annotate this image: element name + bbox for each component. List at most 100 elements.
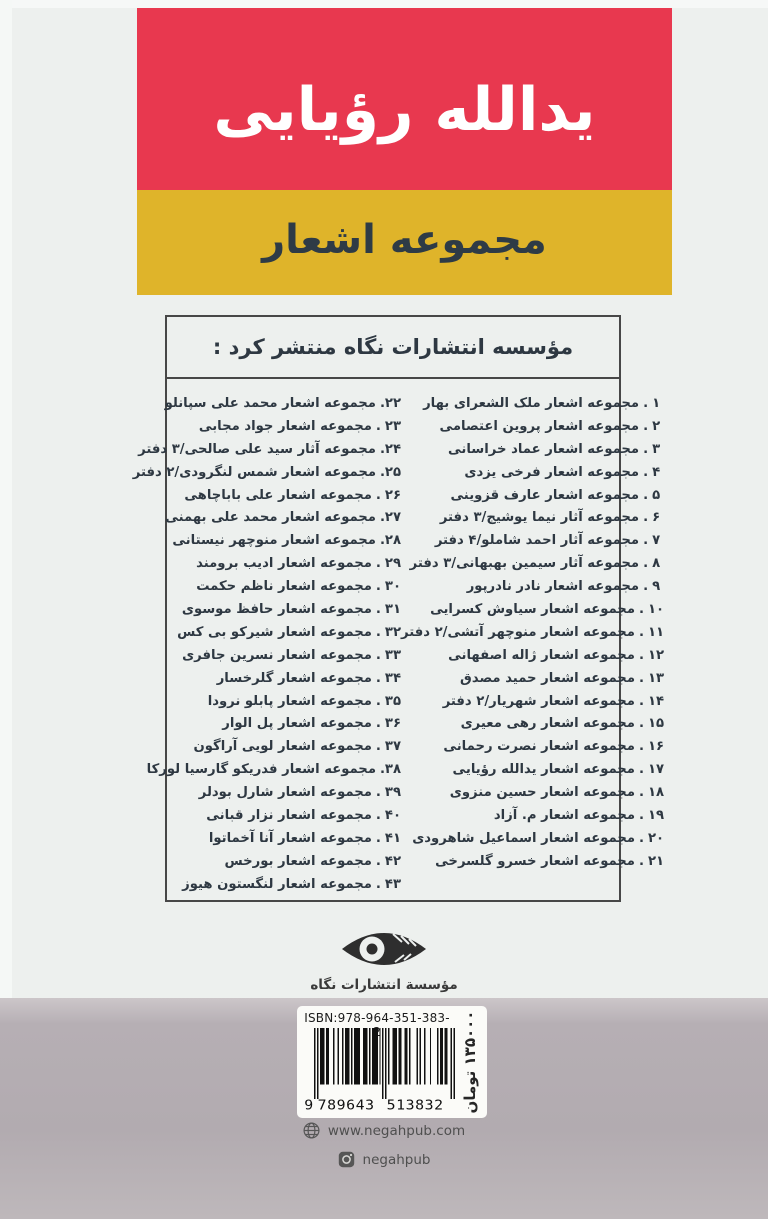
list-item: ۴۰ . مجموعه اشعار نزار قبانی <box>175 804 401 827</box>
list-item: ۱۶ . مجموعه اشعار نصرت رحمانی <box>401 735 664 758</box>
list-item: ۴۱ . مجموعه اشعار آنا آخماتوا <box>175 827 401 850</box>
website-url[interactable]: www.negahpub.com <box>327 1122 466 1139</box>
scan-edge-top <box>0 0 768 8</box>
list-item-title: مجموعه اشعار سیاوش کسرایی <box>430 601 635 617</box>
list-item-number: ۳۰ <box>384 579 401 595</box>
list-item-number: ۸ <box>652 556 661 572</box>
list-item-separator: . <box>643 556 649 572</box>
list-item: ۲۲ . مجموعه اشعار محمد علی سپانلو <box>165 392 401 415</box>
list-item-number: ۱۵ <box>648 716 665 732</box>
list-item: ۳۰ . مجموعه اشعار ناظم حکمت <box>175 575 401 598</box>
website-row[interactable]: www.negahpub.com <box>0 1122 768 1139</box>
list-item: ۴۲ . مجموعه اشعار بورخس <box>175 850 401 873</box>
globe-icon <box>303 1122 320 1139</box>
list-item-separator: . <box>375 670 381 686</box>
list-item-number: ۳۴ <box>384 670 401 686</box>
list-item-title: مجموعه اشعار لویی آراگون <box>193 739 372 755</box>
list-item-separator: . <box>375 807 381 823</box>
list-item: ۳۷ . مجموعه اشعار لویی آراگون <box>175 735 402 758</box>
list-item-separator: . <box>643 418 649 434</box>
author-name: یدالله رؤیایی <box>213 75 596 145</box>
svg-text:513832: 513832 <box>387 1098 443 1112</box>
list-item-separator: . <box>375 693 381 709</box>
list-item-separator: . <box>379 533 385 549</box>
list-item: ۲۴ . مجموعه آثار سید علی صالحی/۳ دفتر <box>138 438 401 461</box>
list-item-number: ۳۱ <box>384 601 401 617</box>
list-item-title: مجموعه اشعار پل الوار <box>222 716 372 732</box>
list-item-number: ۴۰ <box>384 807 401 823</box>
list-item-number: ۱۹ <box>648 807 665 823</box>
list-item-number: ۳۳ <box>384 647 401 663</box>
list-item: ۴ . مجموعه اشعار فرخی یزدی <box>401 461 664 484</box>
list-item-title: مجموعه آثار سیمین بهبهانی/۳ دفتر <box>409 556 640 572</box>
book-list-column-left: ۲۲ . مجموعه اشعار محمد علی سپانلو ۲۳ . م… <box>133 392 402 896</box>
list-item-number: ۳۸ <box>384 762 401 778</box>
list-item: ۳۸ . مجموعه اشعار فدریکو گارسیا لورکا <box>147 758 401 781</box>
book-list-column-right: ۱ . مجموعه اشعار ملک الشعرای بهار ۲ . مج… <box>401 392 664 896</box>
list-item-title: مجموعه آثار نیما یوشیج/۳ دفتر <box>439 510 640 526</box>
list-item-title: مجموعه اشعار منوچهر نیستانی <box>172 533 376 549</box>
list-item-title: مجموعه اشعار نادر نادرپور <box>466 579 640 595</box>
list-item-separator: . <box>379 395 385 411</box>
list-item: ۲۷ . مجموعه اشعار محمد علی بهمنی <box>165 506 401 529</box>
list-item-title: مجموعه اشعار آنا آخماتوا <box>208 830 372 846</box>
list-item-title: مجموعه آثار سید علی صالحی/۳ دفتر <box>138 441 376 457</box>
list-item-number: ۳۶ <box>384 716 401 732</box>
list-item-number: ۴۳ <box>384 876 401 892</box>
list-item-separator: . <box>643 579 649 595</box>
list-item: ۱۳ . مجموعه اشعار حمید مصدق <box>401 667 664 690</box>
list-item-number: ۴۱ <box>384 830 401 846</box>
list-item-separator: . <box>643 510 649 526</box>
list-item-separator: . <box>643 464 649 480</box>
list-item: ۲۶ . مجموعه اشعار علی باباچاهی <box>175 484 401 507</box>
list-item-separator: . <box>638 807 644 823</box>
list-item-separator: . <box>638 739 644 755</box>
list-item-title: مجموعه اشعار نزار قبانی <box>206 807 372 823</box>
price-block: ۱۳۵۰۰۰ تومان <box>453 1006 487 1118</box>
list-item-number: ۲۸ <box>384 533 401 549</box>
list-item-title: مجموعه اشعار نصرت رحمانی <box>443 739 635 755</box>
instagram-icon <box>338 1151 354 1168</box>
list-item-title: مجموعه اشعار شارل بودلر <box>198 785 372 801</box>
list-item-number: ۲۴ <box>384 441 401 457</box>
scan-edge-left <box>0 0 12 1000</box>
list-item: ۲۹ . مجموعه اشعار ادیب برومند <box>175 552 401 575</box>
list-item-number: ۳۷ <box>384 739 401 755</box>
list-item-title: مجموعه اشعار عماد خراسانی <box>448 441 640 457</box>
list-item-separator: . <box>638 601 644 617</box>
list-item-number: ۱۱ <box>648 624 665 640</box>
list-item: ۲۰ . مجموعه اشعار اسماعیل شاهرودی <box>401 827 664 850</box>
book-list-columns: ۲۲ . مجموعه اشعار محمد علی سپانلو ۲۳ . م… <box>133 379 664 896</box>
list-item-separator: . <box>643 395 649 411</box>
list-item-number: ۹ <box>652 579 661 595</box>
list-item-number: ۲۹ <box>384 556 401 572</box>
list-item-separator: . <box>375 785 381 801</box>
list-item-title: مجموعه اشعار رهی معیری <box>460 716 635 732</box>
instagram-row[interactable]: negahpub <box>0 1151 768 1168</box>
list-item-number: ۳۵ <box>384 693 401 709</box>
list-item-separator: . <box>375 853 381 869</box>
list-item: ۴۳ . مجموعه اشعار لنگستون هیوز <box>175 873 401 896</box>
list-item-number: ۲۱ <box>648 853 665 869</box>
instagram-handle[interactable]: negahpub <box>362 1151 431 1168</box>
list-item: ۶ . مجموعه آثار نیما یوشیج/۳ دفتر <box>401 506 664 529</box>
svg-text:9: 9 <box>305 1098 313 1112</box>
list-item-separator: . <box>375 830 381 846</box>
list-item: ۳۱ . مجموعه اشعار حافظ موسوی <box>175 598 401 621</box>
list-item-number: ۱۳ <box>648 670 665 686</box>
book-subtitle: مجموعه اشعار <box>262 216 547 263</box>
list-item-title: مجموعه اشعار شهریار/۲ دفتر <box>442 693 635 709</box>
list-item-title: مجموعه اشعار ادیب برومند <box>196 556 372 572</box>
list-item-separator: . <box>379 762 385 778</box>
list-item-number: ۲۲ <box>384 395 401 411</box>
list-item: ۳۴ . مجموعه اشعار گلرخسار <box>175 667 401 690</box>
list-item-number: ۲۳ <box>384 418 401 434</box>
list-item-number: ۲۰ <box>648 830 665 846</box>
publisher-logo-block: مؤسسة انتشارات نگاه <box>0 926 768 993</box>
published-books-box: مؤسسه انتشارات نگاه منتشر کرد : ۲۲ . مجم… <box>133 315 664 902</box>
list-item-number: ۷ <box>652 533 661 549</box>
svg-text:789643: 789643 <box>318 1098 374 1112</box>
list-item-title: مجموعه اشعار یدالله رؤیایی <box>452 762 635 778</box>
